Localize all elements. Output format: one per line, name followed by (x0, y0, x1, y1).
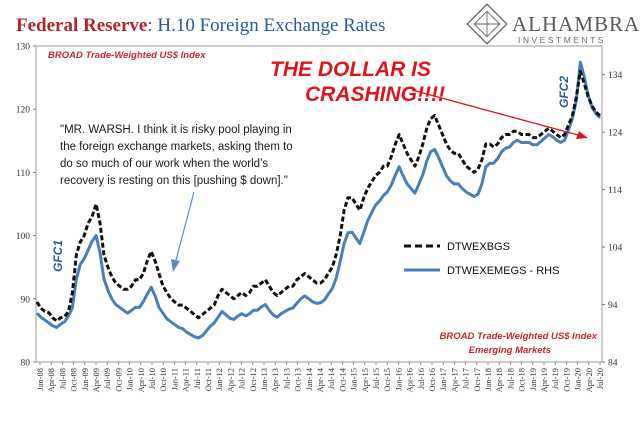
x-tick-label: Oct-17 (472, 368, 482, 392)
footnote-line-2: Emerging Markets (469, 345, 551, 356)
x-tick-label: Jul-16 (416, 368, 426, 389)
y-left-tick-label: 120 (16, 106, 31, 116)
x-tick-label: Jul-17 (461, 368, 471, 389)
x-tick-label: Apr-14 (315, 367, 325, 392)
quote-arrow (171, 191, 195, 272)
series-layer (35, 60, 602, 340)
quote-line-1: "MR. WARSH. I think it is risky pool pla… (60, 124, 292, 136)
y-right-tick-label: 94 (608, 301, 618, 311)
x-tick-label: Oct-12 (248, 368, 258, 392)
x-tick-label: Oct-13 (293, 368, 303, 392)
x-tick-label: Jan-17 (438, 368, 448, 391)
series-line-dtwexbgs (35, 69, 601, 323)
x-tick-label: Jan-20 (573, 368, 583, 391)
series-line-dtwexemegs (35, 60, 602, 340)
brand-sub: INVESTMENTS (518, 35, 606, 45)
y-left-tick-label: 110 (16, 169, 30, 179)
x-tick-label: Jan-08 (35, 368, 45, 391)
x-tick-label: Jan-15 (349, 368, 359, 391)
x-tick-label: Oct-18 (517, 368, 527, 392)
x-tick-label: Jul-12 (237, 368, 247, 389)
x-tick-label: Jul-18 (505, 368, 515, 389)
x-tick-label: Apr-20 (584, 368, 594, 392)
x-tick-label: Oct-16 (427, 368, 437, 392)
gfc1-label: GFC1 (51, 240, 65, 272)
y-right-tick-label: 124 (608, 129, 623, 139)
legend-label: DTWEXEMEGS - RHS (447, 265, 559, 277)
y-left-tick-label: 100 (16, 232, 31, 242)
x-tick-label: Apr-17 (449, 368, 459, 392)
brand-logo: ALHAMBRA INVESTMENTS (466, 3, 640, 45)
x-tick-label: Oct-08 (69, 368, 79, 392)
legend: DTWEXBGS DTWEXEMEGS - RHS (404, 241, 559, 277)
x-tick-label: Jul-19 (550, 368, 560, 389)
headline-line-1: THE DOLLAR IS (270, 58, 431, 81)
y-axis-left: 80 90 100 110 120 130 (16, 43, 36, 369)
chart-title: Federal Reserve (16, 15, 147, 36)
quote-line-3: do so much of our work when the world’s (60, 158, 268, 170)
x-tick-label: Jan-10 (125, 368, 135, 391)
y-left-tick-label: 130 (16, 43, 31, 53)
x-tick-label: Jan-18 (483, 368, 493, 391)
x-tick-label: Jan-12 (214, 368, 224, 391)
x-tick-label: Apr-16 (405, 368, 415, 392)
x-tick-label: Jan-16 (393, 368, 403, 391)
y-left-tick-label: 80 (21, 359, 31, 369)
x-tick-label: Jan-14 (304, 367, 314, 390)
x-tick-label: Jul-14 (326, 367, 336, 389)
plot-frame (35, 45, 603, 363)
arrow-head-icon (576, 131, 588, 139)
headline-line-2: CRASHING!!!! (305, 83, 445, 106)
x-tick-label: Apr-19 (539, 368, 549, 392)
y-axis-right: 84 94 104 114 124 134 (602, 71, 623, 369)
chart-title-rest: : H.10 Foreign Exchange Rates (147, 15, 385, 36)
x-tick-label: Oct-09 (113, 368, 123, 392)
x-tick-label: Jul-13 (281, 368, 291, 389)
x-tick-label: Apr-15 (360, 368, 370, 392)
chart-title-group: Federal Reserve: H.10 Foreign Exchange R… (16, 15, 385, 36)
legend-item-dtwexemegs: DTWEXEMEGS - RHS (404, 265, 559, 277)
x-axis: Jan-08 Apr-08 Jul-08 Oct-08 Jan-09 Apr-09 Jul-… (35, 362, 605, 392)
diamond-logo-icon (466, 3, 508, 45)
x-tick-label: Oct-10 (158, 368, 168, 392)
x-tick-label: Apr-08 (46, 368, 56, 392)
footnote-line-1: BROAD Trade-Weighted US$ Index (440, 331, 598, 342)
x-tick-label: Jan-09 (80, 368, 90, 391)
x-tick-label: Jul-15 (371, 368, 381, 389)
y-right-tick-label: 134 (608, 71, 623, 81)
x-tick-label: Oct-11 (203, 368, 213, 391)
headline-arrow (411, 89, 588, 139)
x-tick-label: Apr-11 (181, 368, 191, 392)
gfc2-label: GFC2 (557, 76, 571, 108)
x-tick-label: Jan-11 (169, 368, 179, 390)
x-tick-label: Apr-12 (225, 368, 235, 392)
x-tick-label: Jul-08 (57, 368, 67, 389)
x-tick-label: Oct-14 (337, 367, 347, 391)
x-tick-label: Apr-09 (91, 368, 101, 392)
y-right-tick-label: 104 (608, 244, 623, 254)
brand-name: ALHAMBRA (512, 12, 640, 36)
x-tick-label: Oct-15 (382, 368, 392, 392)
quote-arrow-head-icon (171, 259, 180, 272)
x-tick-label: Jan-13 (259, 368, 269, 391)
chart-subtitle: BROAD Trade-Weighted US$ Index (48, 50, 206, 61)
y-right-tick-label: 114 (608, 186, 622, 196)
x-tick-label: Jul-09 (102, 368, 112, 389)
y-left-tick-label: 90 (21, 295, 31, 305)
quote-line-4: recovery is resting on this [pushing $ d… (60, 175, 288, 187)
x-tick-label: Jul-20 (595, 368, 605, 389)
quote-line-2: the foreign exchange markets, asking the… (60, 141, 293, 153)
x-tick-label: Jul-10 (147, 368, 157, 389)
x-tick-label: Jul-11 (192, 368, 202, 389)
legend-item-dtwexbgs: DTWEXBGS (404, 241, 510, 253)
x-tick-label: Apr-13 (270, 368, 280, 392)
x-tick-label: Oct-19 (561, 368, 571, 392)
legend-label: DTWEXBGS (447, 241, 510, 253)
x-tick-label: Apr-18 (494, 368, 504, 392)
x-tick-label: Jan-19 (528, 368, 538, 391)
y-right-tick-label: 84 (608, 359, 618, 369)
x-tick-label: Apr-10 (136, 368, 146, 392)
